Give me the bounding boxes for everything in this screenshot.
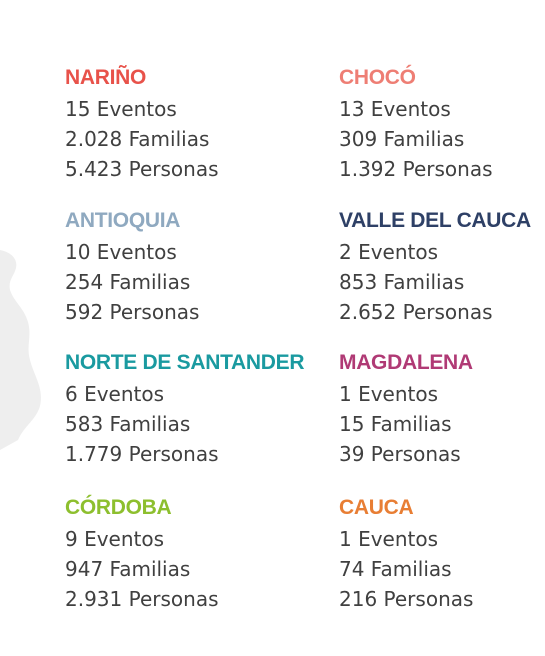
eventos-count: 2 Eventos	[339, 240, 439, 264]
region-title: CAUCA	[339, 496, 414, 519]
region-valle-del-cauca: VALLE DEL CAUCA 2 Eventos 853 Familias 2…	[339, 209, 545, 327]
region-antioquia: ANTIOQUIA 10 Eventos 254 Familias 592 Pe…	[65, 209, 305, 327]
familias-count: 254 Familias	[65, 270, 191, 294]
eventos-count: 6 Eventos	[65, 382, 165, 406]
personas-count: 1.392 Personas	[339, 157, 493, 181]
familias-count: 2.028 Familias	[65, 127, 210, 151]
region-cauca: CAUCA 1 Eventos 74 Familias 216 Personas	[339, 496, 545, 614]
region-choco: CHOCÓ 13 Eventos 309 Familias 1.392 Pers…	[339, 66, 545, 184]
familias-count: 74 Familias	[339, 557, 452, 581]
familias-count: 947 Familias	[65, 557, 191, 581]
region-title: ANTIOQUIA	[65, 209, 181, 232]
eventos-count: 9 Eventos	[65, 527, 165, 551]
familias-count: 309 Familias	[339, 127, 465, 151]
eventos-count: 10 Eventos	[65, 240, 177, 264]
region-magdalena: MAGDALENA 1 Eventos 15 Familias 39 Perso…	[339, 351, 545, 469]
personas-count: 216 Personas	[339, 587, 474, 611]
personas-count: 1.779 Personas	[65, 442, 219, 466]
region-title: NARIÑO	[65, 66, 147, 89]
personas-count: 5.423 Personas	[65, 157, 219, 181]
eventos-count: 1 Eventos	[339, 382, 439, 406]
eventos-count: 15 Eventos	[65, 97, 177, 121]
region-narino: NARIÑO 15 Eventos 2.028 Familias 5.423 P…	[65, 66, 305, 184]
region-norte-de-santander: NORTE DE SANTANDER 6 Eventos 583 Familia…	[65, 351, 305, 469]
personas-count: 592 Personas	[65, 300, 200, 324]
familias-count: 15 Familias	[339, 412, 452, 436]
eventos-count: 1 Eventos	[339, 527, 439, 551]
region-title: NORTE DE SANTANDER	[65, 351, 305, 374]
region-title: VALLE DEL CAUCA	[339, 209, 531, 232]
familias-count: 583 Familias	[65, 412, 191, 436]
personas-count: 2.652 Personas	[339, 300, 493, 324]
region-title: CHOCÓ	[339, 66, 416, 89]
eventos-count: 13 Eventos	[339, 97, 451, 121]
decorative-silhouette	[0, 250, 41, 450]
personas-count: 39 Personas	[339, 442, 461, 466]
personas-count: 2.931 Personas	[65, 587, 219, 611]
familias-count: 853 Familias	[339, 270, 465, 294]
region-cordoba: CÓRDOBA 9 Eventos 947 Familias 2.931 Per…	[65, 496, 305, 614]
region-title: MAGDALENA	[339, 351, 473, 374]
region-title: CÓRDOBA	[65, 496, 172, 519]
